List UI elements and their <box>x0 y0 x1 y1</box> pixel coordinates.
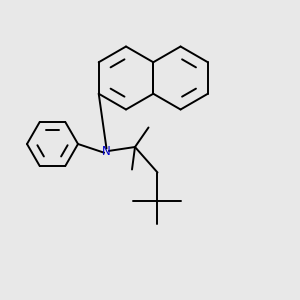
Text: N: N <box>102 145 111 158</box>
